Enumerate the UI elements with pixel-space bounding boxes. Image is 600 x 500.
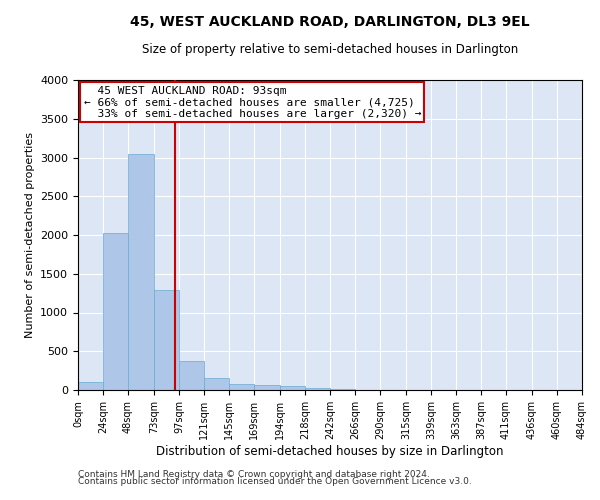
Bar [154, 290, 179, 390]
X-axis label: Distribution of semi-detached houses by size in Darlington: Distribution of semi-detached houses by … [156, 444, 504, 458]
Bar [305, 388, 330, 390]
Text: 45 WEST AUCKLAND ROAD: 93sqm
← 66% of semi-detached houses are smaller (4,725)
 : 45 WEST AUCKLAND ROAD: 93sqm ← 66% of se… [83, 86, 421, 119]
Y-axis label: Number of semi-detached properties: Number of semi-detached properties [25, 132, 35, 338]
Text: Contains HM Land Registry data © Crown copyright and database right 2024.: Contains HM Land Registry data © Crown c… [78, 470, 430, 479]
Bar [128, 154, 154, 390]
Text: 45, WEST AUCKLAND ROAD, DARLINGTON, DL3 9EL: 45, WEST AUCKLAND ROAD, DARLINGTON, DL3 … [130, 15, 530, 29]
Bar [229, 384, 254, 390]
Bar [78, 382, 103, 390]
Bar [280, 386, 305, 390]
Text: Size of property relative to semi-detached houses in Darlington: Size of property relative to semi-detach… [142, 42, 518, 56]
Bar [330, 389, 355, 390]
Bar [254, 386, 280, 390]
Bar [179, 360, 204, 390]
Text: Contains public sector information licensed under the Open Government Licence v3: Contains public sector information licen… [78, 478, 472, 486]
Bar [204, 378, 229, 390]
Bar [103, 234, 128, 390]
